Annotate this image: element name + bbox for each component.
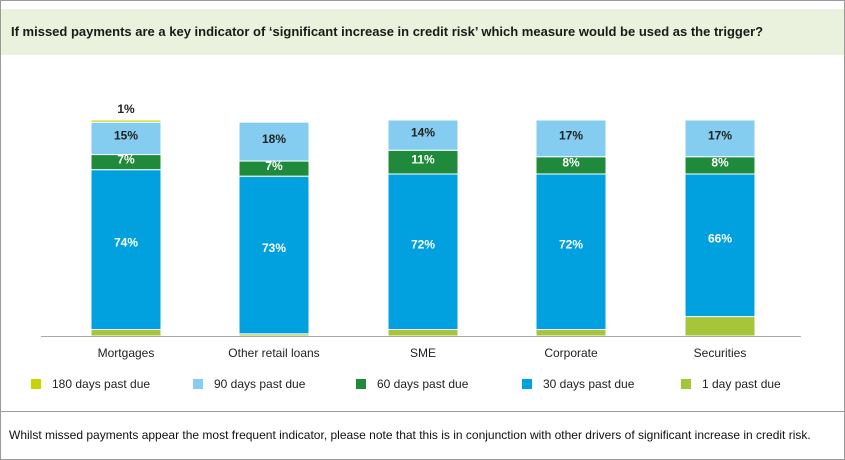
data-label: 17% — [708, 129, 732, 143]
x-tick-label: Corporate — [544, 346, 598, 360]
x-tick-label: Mortgages — [98, 346, 155, 360]
legend-swatch — [681, 379, 691, 389]
bar-segment — [90, 119, 162, 123]
x-tick-label: Securities — [694, 346, 747, 360]
legend-label: 180 days past due — [52, 377, 150, 391]
data-label: 18% — [262, 132, 286, 146]
bar-segment — [387, 329, 459, 337]
data-label: 73% — [262, 241, 286, 255]
bar-segment — [535, 329, 607, 337]
bar-segment — [684, 173, 756, 318]
data-label: 7% — [265, 159, 283, 173]
x-tick-label: SME — [410, 346, 436, 360]
legend-label: 90 days past due — [214, 377, 306, 391]
chart: 74% 7% 15% 1% Mortgages 73% 7% 18% Other retail … — [31, 102, 801, 391]
bar-segment — [535, 173, 607, 331]
data-label: 72% — [411, 238, 435, 252]
chart-title: If missed payments are a key indicator o… — [1, 9, 844, 55]
bar-segment — [684, 119, 756, 158]
data-label: 1% — [117, 102, 135, 116]
x-tick-label: Other retail loans — [228, 346, 319, 360]
data-label: 17% — [559, 129, 583, 143]
bar-segment — [90, 169, 162, 331]
data-label: 7% — [117, 152, 135, 166]
bar-segment — [90, 329, 162, 337]
data-label: 74% — [114, 235, 138, 249]
bar-segment — [387, 173, 459, 331]
data-label: 11% — [411, 152, 435, 166]
data-label: 15% — [114, 129, 138, 143]
legend-label: 30 days past due — [543, 377, 635, 391]
data-label: 8% — [562, 156, 580, 170]
legend-swatch — [356, 379, 366, 389]
data-label: 72% — [559, 238, 583, 252]
bar-segment — [535, 119, 607, 158]
legend-label: 1 day past due — [702, 377, 781, 391]
bar-segment — [387, 119, 459, 151]
bar-segment — [684, 316, 756, 337]
data-label: 14% — [411, 125, 435, 139]
legend-swatch — [193, 379, 203, 389]
data-label: 66% — [708, 232, 732, 246]
legend-swatch — [522, 379, 532, 389]
footnote: Whilst missed payments appear the most f… — [1, 411, 844, 442]
data-label: 8% — [711, 156, 729, 170]
bar-segment — [238, 175, 310, 335]
legend-label: 60 days past due — [377, 377, 469, 391]
bar-segment — [90, 121, 162, 156]
legend-swatch — [31, 379, 41, 389]
bar-segment — [238, 121, 310, 162]
